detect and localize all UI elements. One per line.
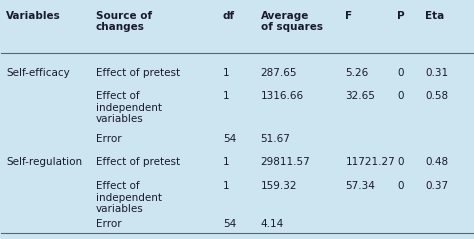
Text: df: df: [223, 11, 235, 21]
Text: 1: 1: [223, 68, 229, 77]
Text: Average
of squares: Average of squares: [261, 11, 323, 33]
Text: Eta: Eta: [426, 11, 445, 21]
Text: 5.26: 5.26: [346, 68, 369, 77]
Text: P: P: [397, 11, 405, 21]
Text: 0: 0: [397, 157, 404, 167]
Text: Self-efficacy: Self-efficacy: [6, 68, 70, 77]
Text: Source of
changes: Source of changes: [96, 11, 152, 33]
Text: 51.67: 51.67: [261, 134, 291, 144]
Text: Effect of
independent
variables: Effect of independent variables: [96, 181, 162, 214]
Text: 4.14: 4.14: [261, 219, 284, 229]
Text: 0: 0: [397, 68, 404, 77]
Text: 57.34: 57.34: [346, 181, 375, 191]
Text: Variables: Variables: [6, 11, 61, 21]
Text: 0.31: 0.31: [426, 68, 448, 77]
Text: 0: 0: [397, 181, 404, 191]
Text: Effect of
independent
variables: Effect of independent variables: [96, 91, 162, 124]
Text: Error: Error: [96, 219, 121, 229]
Text: 54: 54: [223, 219, 236, 229]
Text: 1: 1: [223, 157, 229, 167]
Text: 11721.27: 11721.27: [346, 157, 395, 167]
Text: 159.32: 159.32: [261, 181, 297, 191]
Text: 287.65: 287.65: [261, 68, 297, 77]
Text: 54: 54: [223, 134, 236, 144]
Text: 1: 1: [223, 181, 229, 191]
Text: Effect of pretest: Effect of pretest: [96, 157, 180, 167]
Text: 29811.57: 29811.57: [261, 157, 310, 167]
Text: 0.58: 0.58: [426, 91, 448, 101]
Text: Effect of pretest: Effect of pretest: [96, 68, 180, 77]
Text: 0.48: 0.48: [426, 157, 448, 167]
Text: 32.65: 32.65: [346, 91, 375, 101]
Text: 0.37: 0.37: [426, 181, 448, 191]
Text: Error: Error: [96, 134, 121, 144]
Text: 0: 0: [397, 91, 404, 101]
Text: Self-regulation: Self-regulation: [6, 157, 82, 167]
Text: 1316.66: 1316.66: [261, 91, 304, 101]
Text: F: F: [346, 11, 353, 21]
Text: 1: 1: [223, 91, 229, 101]
